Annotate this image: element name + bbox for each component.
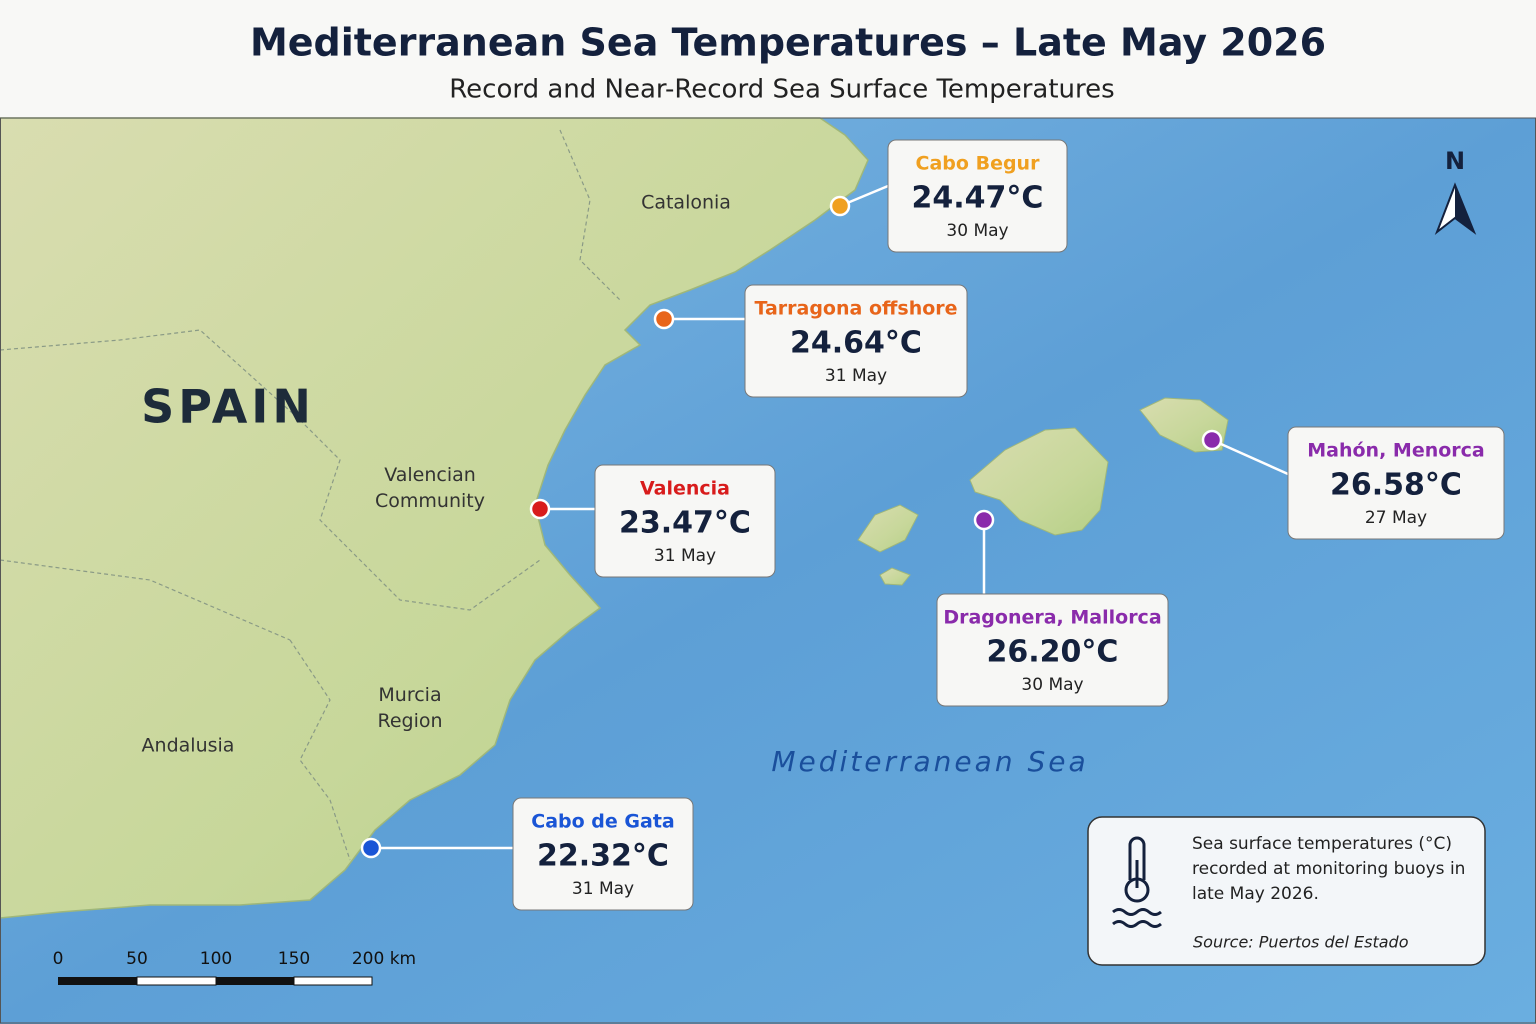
station-temperature: 26.58°C bbox=[1330, 468, 1462, 503]
station-temperature: 23.47°C bbox=[619, 506, 751, 541]
north-arrow-half bbox=[1455, 185, 1474, 232]
stations: Cabo Begur 24.47°C 30 May Tarragona offshor… bbox=[360, 139, 1505, 911]
station-name: Mahón, Menorca bbox=[1307, 440, 1485, 462]
thermometer-icon bbox=[1112, 836, 1162, 928]
station-name: Dragonera, Mallorca bbox=[943, 607, 1161, 629]
scale-label: 200 km bbox=[352, 949, 416, 969]
station-temperature: 24.64°C bbox=[790, 326, 922, 361]
station-date: 30 May bbox=[1021, 675, 1083, 695]
station-date: 27 May bbox=[1365, 508, 1427, 528]
station-date: 31 May bbox=[825, 366, 887, 386]
scale-label: 100 bbox=[200, 949, 232, 969]
north-label: N bbox=[1445, 147, 1465, 175]
station-temperature: 26.20°C bbox=[987, 635, 1119, 670]
station-name: Valencia bbox=[640, 478, 730, 500]
formentera bbox=[879, 567, 911, 586]
station-dot bbox=[529, 498, 551, 520]
legend-box bbox=[1087, 816, 1486, 966]
region-label: Valencian Community bbox=[375, 464, 485, 512]
station-dot bbox=[653, 308, 675, 330]
header-bg bbox=[0, 0, 1536, 118]
scale-bar bbox=[58, 976, 373, 986]
station-dot bbox=[973, 509, 995, 531]
station-name: Tarragona offshore bbox=[754, 298, 957, 320]
leader-line bbox=[1211, 438, 1289, 476]
station-date: 31 May bbox=[572, 879, 634, 899]
station-name: Cabo de Gata bbox=[531, 811, 674, 833]
station-box bbox=[744, 284, 968, 398]
region-label-box: Valencian Community bbox=[375, 464, 485, 512]
station-box bbox=[1287, 426, 1505, 540]
legend-text: Sea surface temperatures (°C) recorded a… bbox=[1192, 834, 1466, 904]
region-label: Murcia Region bbox=[377, 684, 443, 732]
station-dot bbox=[829, 195, 851, 217]
station-temperature: 22.32°C bbox=[537, 839, 669, 874]
station-name: Cabo Begur bbox=[916, 153, 1041, 175]
region-label: Catalonia bbox=[641, 192, 731, 214]
title: Mediterranean Sea Temperatures – Late Ma… bbox=[250, 21, 1326, 65]
legend-source: Source: Puertos del Estado bbox=[1193, 933, 1409, 952]
station-box bbox=[512, 797, 694, 911]
ibiza bbox=[857, 504, 919, 553]
mallorca bbox=[969, 427, 1109, 536]
scale-label: 150 bbox=[278, 949, 310, 969]
subtitle: Record and Near-Record Sea Surface Tempe… bbox=[449, 75, 1114, 105]
station-box bbox=[887, 139, 1068, 253]
country-label: SPAIN bbox=[141, 380, 315, 434]
station-dot bbox=[360, 837, 382, 859]
station-dot bbox=[1201, 429, 1223, 451]
region-borders bbox=[0, 129, 621, 861]
station-date: 30 May bbox=[946, 221, 1008, 241]
scale-label: 50 bbox=[126, 949, 148, 969]
station-box bbox=[594, 464, 776, 578]
scale-label: 0 bbox=[53, 949, 64, 969]
legend-text-box: Sea surface temperatures (°C) recorded a… bbox=[1192, 834, 1466, 904]
sea-label: Mediterranean Sea bbox=[771, 745, 1088, 778]
scale-labels: 0 50 100 150 200 km bbox=[53, 949, 417, 969]
region-label-box: Murcia Region bbox=[377, 684, 443, 732]
station-box bbox=[936, 593, 1169, 707]
mainland bbox=[0, 117, 869, 919]
region-label: Andalusia bbox=[142, 735, 235, 757]
station-date: 31 May bbox=[654, 546, 716, 566]
station-temperature: 24.47°C bbox=[912, 181, 1044, 216]
